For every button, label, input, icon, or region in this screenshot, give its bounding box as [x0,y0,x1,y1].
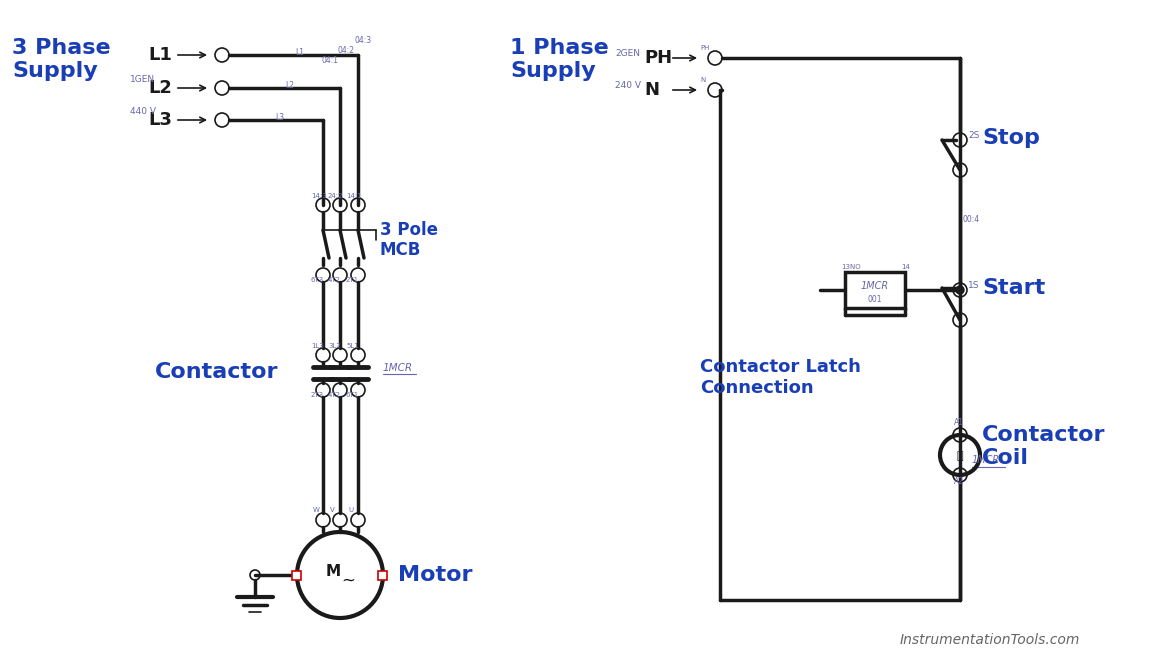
Text: Ⓟ: Ⓟ [957,451,963,461]
FancyBboxPatch shape [378,570,387,580]
Text: W: W [313,507,319,513]
Text: Start: Start [982,278,1046,298]
Text: 1MCR: 1MCR [972,455,1000,465]
FancyBboxPatch shape [845,272,905,308]
Text: 3 Phase
Supply: 3 Phase Supply [11,38,110,81]
Text: L3: L3 [148,111,172,129]
Text: L1: L1 [148,46,172,64]
Text: A2: A2 [954,477,964,486]
Text: 1GEN: 1GEN [130,75,155,85]
Text: 04:3: 04:3 [355,36,372,45]
Text: L3: L3 [275,113,284,122]
Text: 04:1: 04:1 [322,56,339,65]
Text: N: N [700,77,705,83]
Text: L1: L1 [295,48,304,57]
Text: 04:2: 04:2 [338,46,355,55]
Text: Contactor: Contactor [155,362,278,382]
Text: 2T1: 2T1 [346,277,360,283]
Text: Contactor Latch
Connection: Contactor Latch Connection [700,358,861,397]
Text: 1MCR: 1MCR [383,363,414,373]
Text: 13NO: 13NO [841,264,861,270]
FancyBboxPatch shape [293,570,301,580]
Text: 3 Pole
MCB: 3 Pole MCB [380,221,438,259]
Text: 6T1: 6T1 [346,392,360,398]
Text: 14: 14 [901,264,910,270]
Text: L2: L2 [148,79,172,97]
Text: 4T2: 4T2 [327,277,341,283]
Text: 1L3: 1L3 [311,343,324,349]
Text: 2T3: 2T3 [311,392,324,398]
Text: 240 V: 240 V [615,81,641,91]
Text: Stop: Stop [982,128,1040,148]
Text: PH: PH [643,49,672,67]
Text: A1: A1 [954,418,964,427]
Text: ~: ~ [341,572,355,590]
Text: 1MCR: 1MCR [861,281,889,291]
Text: PH: PH [700,45,709,51]
Text: 3L2: 3L2 [327,343,341,349]
Text: 4T2: 4T2 [327,392,341,398]
Text: 14:1: 14:1 [346,193,362,199]
Text: 00:4: 00:4 [963,215,980,225]
Text: 1 Phase
Supply: 1 Phase Supply [510,38,609,81]
Circle shape [956,286,964,294]
Text: InstrumentationTools.com: InstrumentationTools.com [900,633,1080,647]
Text: 440 V: 440 V [130,108,156,116]
Text: 24:2: 24:2 [327,193,344,199]
Text: Contactor
Coil: Contactor Coil [982,425,1105,468]
Text: 1S: 1S [967,280,979,290]
Text: 001: 001 [867,295,882,305]
Text: 2GEN: 2GEN [615,50,640,59]
Text: M: M [325,563,340,578]
Text: N: N [643,81,660,99]
Text: 14:3: 14:3 [311,193,326,199]
Text: 5L1: 5L1 [346,343,358,349]
Text: U: U [348,507,353,513]
Text: 6T3: 6T3 [311,277,324,283]
Text: 2S: 2S [967,130,979,139]
Text: V: V [330,507,334,513]
Text: L2: L2 [285,81,294,90]
Text: Motor: Motor [398,565,472,585]
